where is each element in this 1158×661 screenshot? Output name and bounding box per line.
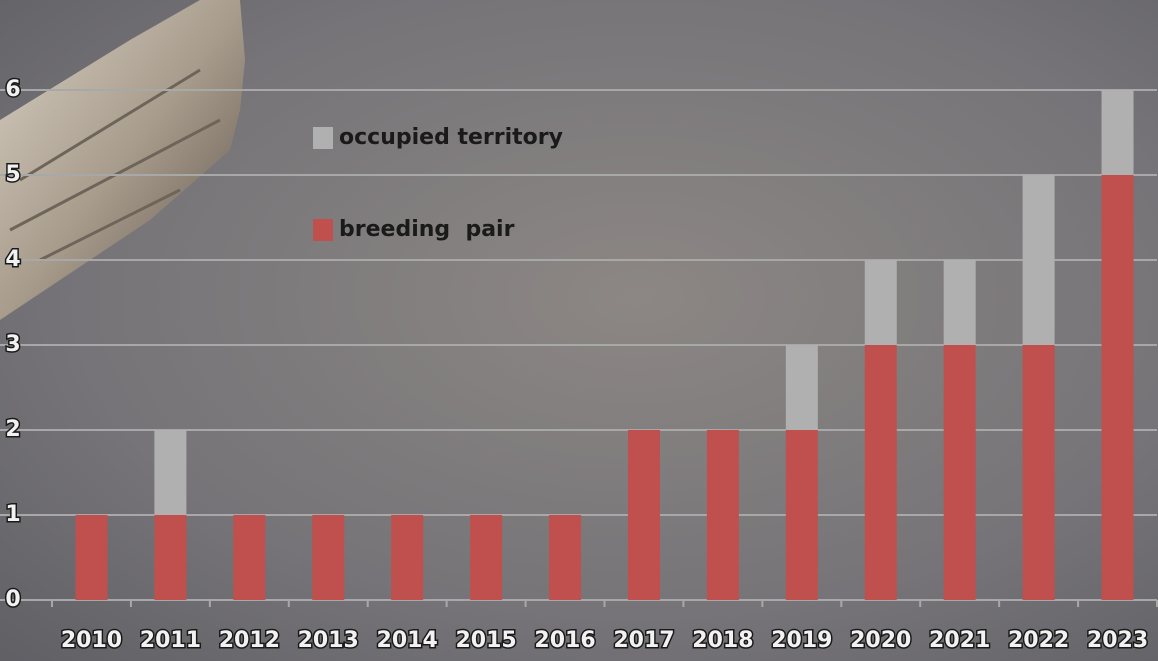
- x-tick-label: 2018: [692, 628, 753, 653]
- y-tick-label: 2: [5, 417, 20, 442]
- bar-segment: [1102, 90, 1134, 175]
- x-tick-label: 2019: [771, 628, 832, 653]
- bar-segment: [312, 515, 344, 600]
- x-tick-label: 2023: [1087, 628, 1148, 653]
- x-tick-label: 2016: [534, 628, 595, 653]
- x-tick-label: 2022: [1008, 628, 1069, 653]
- bar-segment: [233, 515, 265, 600]
- x-tick-label: 2020: [850, 628, 911, 653]
- x-tick-label: 2012: [219, 628, 280, 653]
- y-tick-label: 1: [5, 502, 20, 527]
- bar-segment: [865, 345, 897, 600]
- bar-segment: [707, 430, 739, 600]
- bar-segment: [944, 345, 976, 600]
- legend-label: breeding pair: [339, 217, 515, 242]
- bar-segment: [154, 515, 186, 600]
- bar-segment: [628, 430, 660, 600]
- x-tick-label: 2014: [377, 628, 438, 653]
- y-tick-label: 0: [5, 587, 20, 612]
- bar-segment: [470, 515, 502, 600]
- chart: 0 1 2 3 4 5 6 2010 2011 2012 2013 2014 2015 2016 2017 2…: [0, 0, 1158, 661]
- bar-segment: [75, 515, 107, 600]
- bar-segment: [549, 515, 581, 600]
- x-tick-label: 2011: [140, 628, 201, 653]
- legend-swatch: [313, 219, 333, 241]
- x-tick-label: 2015: [455, 628, 516, 653]
- x-tick-label: 2010: [61, 628, 122, 653]
- legend-swatch: [313, 127, 333, 149]
- bar-segment: [865, 260, 897, 345]
- legend-label: occupied territory: [339, 125, 563, 150]
- x-tick-label: 2021: [929, 628, 990, 653]
- y-tick-label: 5: [5, 162, 20, 187]
- bar-segment: [786, 430, 818, 600]
- y-tick-label: 4: [5, 247, 20, 272]
- bar-segment: [1023, 345, 1055, 600]
- y-tick-label: 3: [5, 332, 20, 357]
- bar-segment: [944, 260, 976, 345]
- bar-segment: [786, 345, 818, 430]
- bar-segment: [1102, 175, 1134, 600]
- y-tick-label: 6: [5, 77, 20, 102]
- bar-segment: [1023, 175, 1055, 345]
- x-tick-label: 2013: [298, 628, 359, 653]
- bar-segment: [154, 430, 186, 515]
- x-tick-label: 2017: [613, 628, 674, 653]
- bar-segment: [391, 515, 423, 600]
